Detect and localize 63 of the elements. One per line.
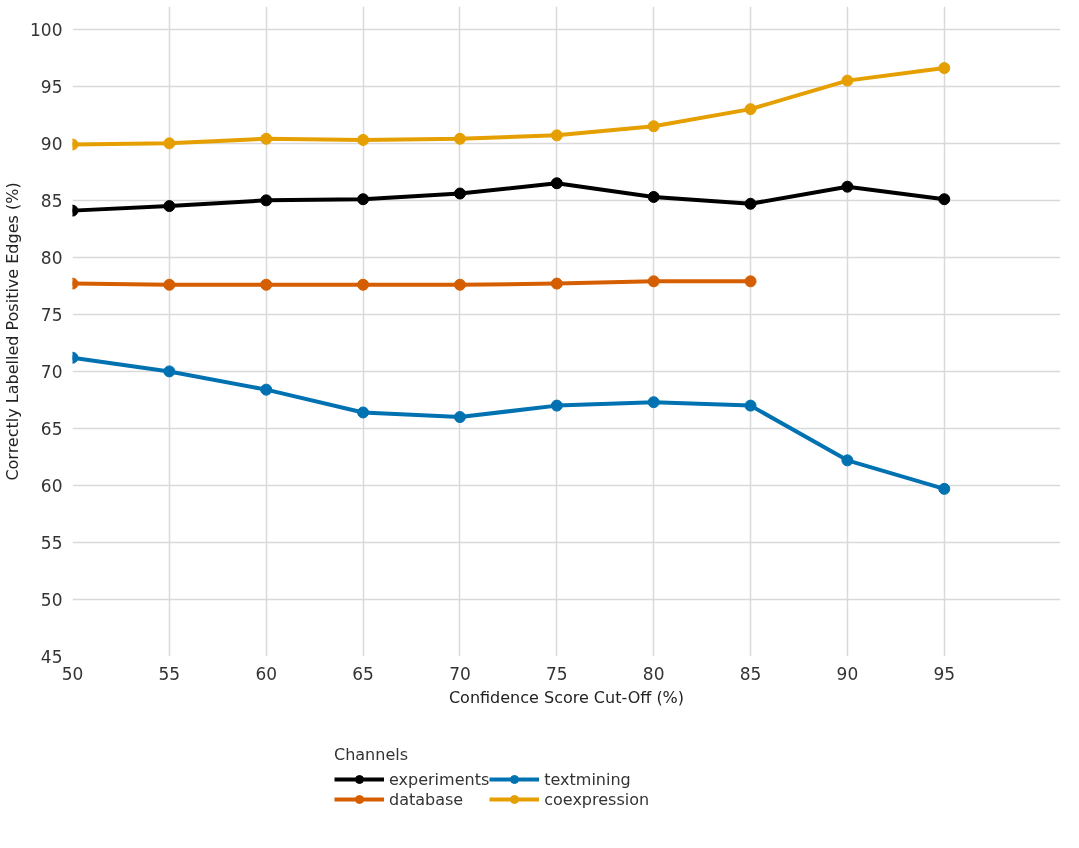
y-tick-label: 45 [40, 647, 63, 667]
x-tick-label: 75 [546, 663, 568, 684]
point [453, 132, 466, 145]
point [647, 396, 660, 409]
y-tick-label: 70 [40, 361, 63, 382]
point [647, 120, 660, 133]
point [938, 62, 951, 75]
x-tick-label: 50 [61, 663, 84, 684]
point [163, 278, 176, 291]
point [550, 399, 563, 412]
point [550, 177, 563, 190]
y-axis-title: Correctly Labelled Positive Edges (%) [3, 182, 23, 481]
y-tick-label: 90 [40, 133, 63, 154]
y-tick-label: 100 [30, 19, 63, 40]
y-tick-label: 65 [40, 418, 63, 439]
point [453, 187, 466, 200]
point [453, 411, 466, 424]
point [163, 365, 176, 378]
y-tick-label: 85 [40, 190, 63, 211]
y-tick-label: 50 [40, 589, 63, 610]
point [938, 482, 951, 495]
point [841, 180, 854, 193]
x-tick-label: 95 [933, 663, 956, 684]
point [744, 399, 757, 412]
point [744, 275, 757, 288]
legend-label: coexpression [544, 789, 650, 809]
legend-label: database [389, 789, 464, 809]
x-tick-label: 70 [449, 663, 471, 684]
x-tick-label: 60 [255, 663, 278, 684]
point [744, 197, 757, 210]
point [357, 193, 370, 206]
x-tick-label: 65 [352, 663, 374, 684]
y-tick-label: 80 [40, 247, 63, 268]
x-tick-label: 90 [836, 663, 859, 684]
point [550, 277, 563, 290]
point [938, 193, 951, 206]
point [260, 132, 273, 145]
legend-label: experiments [389, 769, 490, 789]
y-tick-label: 95 [40, 76, 63, 97]
y-tick-label: 55 [40, 532, 63, 553]
x-axis-title: Confidence Score Cut-Off (%) [448, 687, 685, 707]
point [260, 194, 273, 207]
legend-label: textmining [544, 769, 631, 789]
x-tick-label: 55 [158, 663, 181, 684]
point [744, 103, 757, 116]
y-tick-label: 60 [40, 475, 63, 496]
point [841, 74, 854, 87]
point [260, 278, 273, 291]
point [357, 278, 370, 291]
point [163, 200, 176, 213]
point [260, 383, 273, 396]
point [163, 137, 176, 150]
point [647, 190, 660, 203]
x-tick-label: 80 [642, 663, 665, 684]
point [647, 275, 660, 288]
legend-title: Channels [334, 745, 410, 764]
y-tick-label: 75 [40, 304, 63, 325]
point [357, 406, 370, 419]
point [841, 454, 854, 467]
point [357, 133, 370, 146]
point [550, 129, 563, 142]
point [453, 278, 466, 291]
x-tick-label: 85 [739, 663, 762, 684]
